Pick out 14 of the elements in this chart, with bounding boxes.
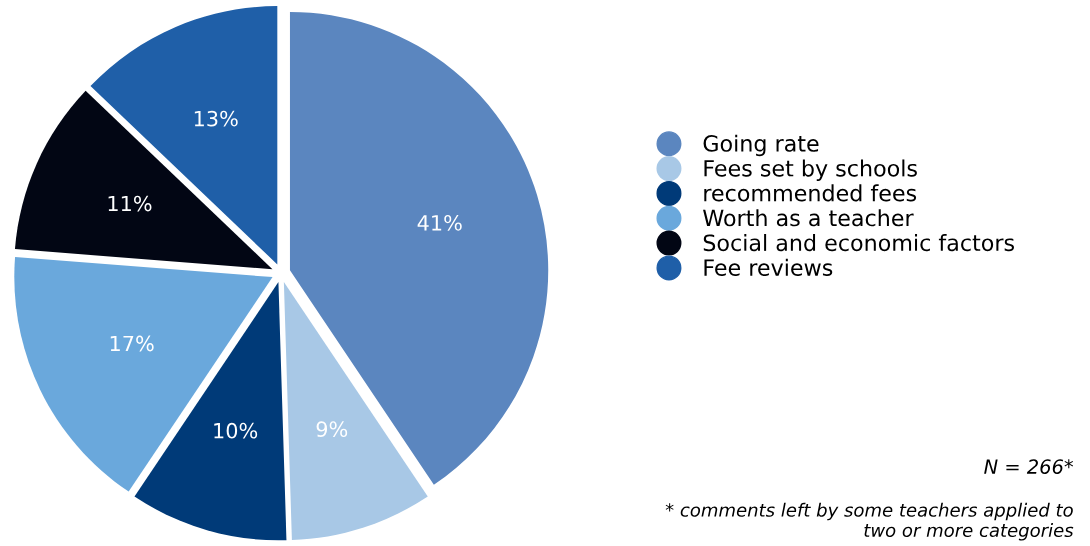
legend-label: Fee reviews — [704, 258, 833, 277]
text: * comments left by some teachers applied to two or more categories — [665, 502, 1074, 541]
data-label: 10% — [214, 422, 258, 439]
data-label: 41% — [417, 214, 462, 231]
legend-label: Social and economic factors — [703, 233, 1014, 252]
legend-label: recommended fees — [704, 184, 917, 202]
data-label: 17% — [110, 335, 154, 352]
data-label: 11% — [108, 195, 152, 212]
data-label: 13% — [194, 110, 238, 127]
legend-label: Worth as a teacher — [703, 209, 914, 227]
legend-label: Fees set by schools — [704, 159, 917, 181]
legend-label: Going rate — [703, 134, 819, 157]
text: N = 266* — [984, 459, 1074, 474]
data-label: 9% — [316, 421, 348, 438]
